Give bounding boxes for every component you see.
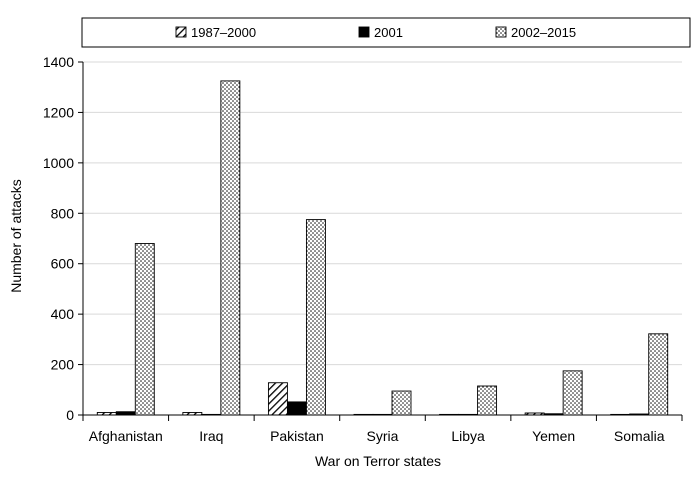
x-tick-label: Syria: [367, 428, 399, 444]
axes: [78, 61, 683, 421]
bar: [477, 385, 498, 416]
x-tick-label: Afghanistan: [89, 428, 163, 444]
y-tick-label: 1000: [43, 155, 74, 171]
y-tick-label: 200: [51, 357, 75, 373]
x-tick-label: Pakistan: [270, 428, 324, 444]
legend-swatch: [175, 26, 187, 38]
y-tick-label: 0: [66, 407, 74, 423]
legend: 1987–2000 2001 2002–2015: [81, 17, 691, 48]
y-axis-title: Number of attacks: [8, 179, 24, 293]
legend-label: 2002–2015: [511, 25, 576, 40]
y-tick-label: 1400: [43, 54, 74, 70]
y-tick-label: 600: [51, 256, 75, 272]
plot-area: 0 200 400 600 800 1000 1200 1400 Afghanistan Iraq…: [43, 54, 683, 444]
x-axis-title: War on Terror states: [315, 453, 441, 469]
y-tick-label: 1200: [43, 104, 74, 120]
x-tick-label: Yemen: [532, 428, 575, 444]
x-tick-label: Iraq: [199, 428, 223, 444]
legend-label: 1987–2000: [191, 25, 256, 40]
gridlines: [83, 61, 682, 366]
tick-labels: 0 200 400 600 800 1000 1200 1400 Afghanistan Iraq…: [43, 54, 665, 444]
legend-label: 2001: [374, 25, 403, 40]
bar: [134, 243, 155, 416]
bar: [267, 382, 288, 416]
bar: [562, 370, 583, 416]
x-tick-label: Libya: [451, 428, 485, 444]
legend-swatch: [358, 26, 370, 38]
y-tick-label: 800: [51, 205, 75, 221]
bar: [220, 80, 241, 416]
bars: [96, 80, 669, 416]
legend-swatch: [495, 26, 507, 38]
bar: [286, 401, 307, 416]
bar: [305, 219, 326, 416]
bar: [648, 333, 669, 416]
bar: [391, 390, 412, 416]
x-tick-label: Somalia: [614, 428, 665, 444]
y-tick-label: 400: [51, 306, 75, 322]
